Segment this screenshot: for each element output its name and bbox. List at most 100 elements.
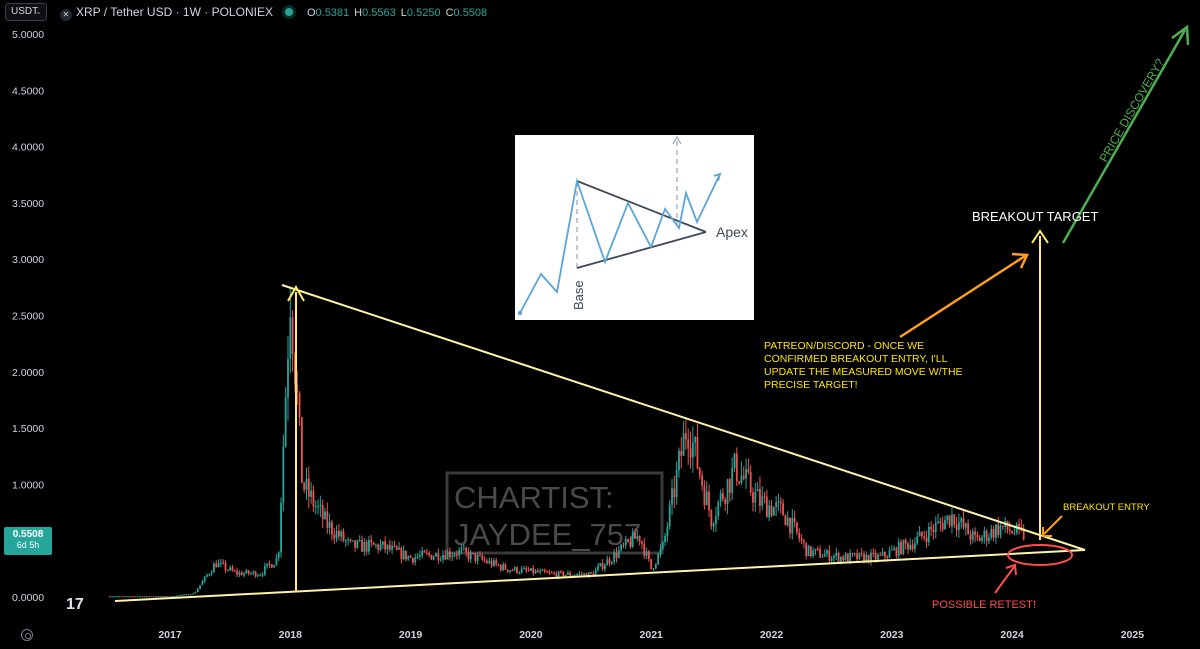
candle-body bbox=[867, 554, 870, 563]
candle-body bbox=[254, 571, 257, 577]
breakout-entry-label: BREAKOUT ENTRY bbox=[1063, 502, 1150, 513]
candle-body bbox=[1008, 529, 1011, 532]
candle-body bbox=[405, 550, 407, 560]
candle-body bbox=[495, 560, 498, 565]
upper-trendline bbox=[281, 284, 1086, 551]
candle-body bbox=[451, 555, 454, 558]
candle-body bbox=[1011, 531, 1013, 534]
candle-body bbox=[597, 566, 599, 570]
candle-body bbox=[178, 595, 181, 597]
candle-body bbox=[974, 531, 976, 535]
candle-body bbox=[532, 568, 535, 574]
settings-gear-icon[interactable] bbox=[21, 629, 33, 641]
candle-body bbox=[580, 573, 583, 575]
candle-body bbox=[578, 573, 581, 575]
candle-body bbox=[622, 544, 625, 546]
candle-body bbox=[502, 564, 505, 570]
candles bbox=[108, 286, 1025, 598]
bar-countdown: 6d 5h bbox=[16, 540, 40, 550]
symbol-title[interactable]: XRP / Tether USD · 1W · POLONIEX bbox=[76, 5, 273, 19]
candle-body bbox=[287, 358, 289, 398]
candle-body bbox=[219, 562, 222, 564]
candle-body bbox=[601, 563, 604, 570]
candle-body bbox=[932, 529, 935, 533]
x-tick-label: 2024 bbox=[1000, 629, 1024, 641]
ohlc-open-value: 0.5381 bbox=[315, 7, 350, 19]
candle-body bbox=[576, 574, 579, 576]
ohlc-open-label: O bbox=[306, 7, 316, 19]
candle-body bbox=[900, 542, 902, 555]
orange-annotations bbox=[899, 252, 1063, 537]
candle-body bbox=[828, 550, 831, 561]
candle-body bbox=[409, 556, 412, 558]
candle-body bbox=[1013, 533, 1016, 535]
candle-body bbox=[259, 575, 262, 577]
candle-body bbox=[344, 540, 347, 542]
candle-body bbox=[520, 568, 523, 573]
ohlc-high-value: 0.5563 bbox=[362, 7, 396, 19]
candle-body bbox=[379, 544, 382, 550]
candle-body bbox=[747, 469, 750, 473]
candle-body bbox=[809, 546, 812, 557]
candle-body bbox=[504, 564, 507, 570]
candle-body bbox=[224, 563, 227, 571]
candle-body bbox=[740, 475, 743, 484]
candle-body bbox=[164, 596, 167, 598]
candle-body bbox=[474, 553, 477, 562]
candle-body bbox=[756, 488, 759, 492]
candle-body bbox=[245, 570, 248, 574]
candle-body bbox=[425, 552, 428, 554]
candle-body bbox=[342, 531, 345, 541]
candle-body bbox=[442, 554, 444, 560]
candle-body bbox=[643, 543, 646, 556]
candle-body bbox=[305, 478, 308, 491]
patreon-note-line: PRECISE TARGET! bbox=[764, 379, 858, 391]
candle-body bbox=[599, 563, 602, 567]
candle-body bbox=[182, 594, 185, 596]
chart-header: USDT ⌄ ✕ XRP / Tether USD · 1W · POLONIEX… bbox=[0, 0, 1200, 24]
price-discovery-label: PRICE DISCOVERY? bbox=[1096, 56, 1167, 165]
candle-body bbox=[615, 552, 618, 558]
ohlc-close-value: 0.5508 bbox=[453, 7, 488, 19]
candle-body bbox=[920, 531, 923, 537]
candle-body bbox=[939, 521, 942, 524]
candle-body bbox=[796, 522, 798, 533]
candle-body bbox=[296, 384, 299, 393]
entry-arrowhead-icon bbox=[1042, 527, 1052, 537]
y-tick-label: 1.5000 bbox=[12, 423, 44, 435]
candle-body bbox=[162, 596, 164, 598]
candle-body bbox=[592, 573, 595, 576]
candle-body bbox=[458, 549, 461, 556]
candle-body bbox=[374, 544, 377, 546]
candle-body bbox=[536, 570, 539, 573]
candle-body bbox=[534, 570, 537, 574]
candle-body bbox=[400, 547, 403, 560]
candle-body bbox=[768, 505, 771, 518]
candle-body bbox=[546, 571, 548, 573]
last-price-tag: 0.5508 6d 5h bbox=[4, 527, 52, 555]
candle-body bbox=[312, 490, 315, 507]
candle-body bbox=[194, 592, 197, 594]
candle-body bbox=[270, 564, 273, 568]
candle-body bbox=[971, 531, 974, 540]
currency-select[interactable]: USDT ⌄ bbox=[5, 3, 47, 21]
candle-body bbox=[421, 550, 424, 556]
candle-body bbox=[888, 550, 891, 558]
orange-arrowhead-icon bbox=[1011, 252, 1029, 269]
candle-body bbox=[590, 572, 592, 574]
candle-body bbox=[233, 570, 236, 572]
candle-body bbox=[659, 548, 662, 555]
candle-body bbox=[412, 557, 414, 563]
candle-body bbox=[120, 596, 123, 598]
candle-body bbox=[647, 551, 650, 560]
candle-body bbox=[266, 563, 269, 567]
candle-body bbox=[724, 499, 727, 504]
candle-body bbox=[909, 544, 912, 550]
inset-target-arrow-icon bbox=[672, 135, 682, 145]
x-tick-label: 2022 bbox=[760, 629, 784, 641]
candle-body bbox=[108, 596, 111, 598]
candle-body bbox=[294, 353, 296, 385]
candle-body bbox=[129, 596, 132, 598]
candle-body bbox=[189, 594, 192, 596]
